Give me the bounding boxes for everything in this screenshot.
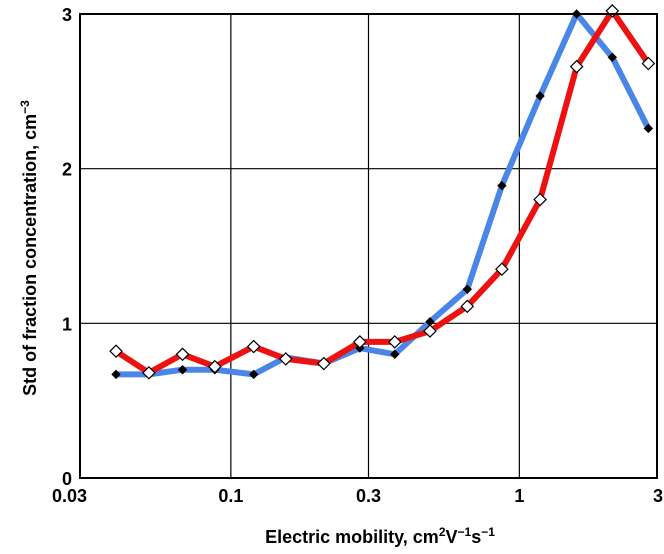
data-point-open-diamond: [246, 339, 261, 354]
data-point-open-diamond: [109, 344, 123, 359]
data-point-filled-diamond: [177, 365, 188, 375]
data-point-open-diamond: [278, 352, 293, 366]
data-point-open-diamond: [460, 299, 475, 314]
y-axis-title: Std of fraction concentration, cm−3: [18, 100, 40, 396]
data-point-open-diamond: [423, 324, 437, 338]
data-point-open-diamond: [495, 262, 509, 277]
data-point-filled-diamond: [248, 369, 259, 380]
data-point-open-diamond: [142, 365, 156, 380]
series-layer: [109, 4, 656, 380]
x-tick-label: 3: [653, 486, 663, 506]
x-tick-label: 0.03: [52, 486, 87, 506]
data-point-filled-diamond: [535, 91, 545, 101]
y-tick-label: 0: [62, 469, 72, 489]
data-point-open-diamond: [316, 356, 331, 371]
x-tick-labels: 0.03 0.1 0.3 1 3: [52, 486, 663, 506]
y-tick-labels: 0 1 2 3: [62, 5, 72, 489]
data-point-open-diamond: [387, 335, 402, 349]
y-tick-label: 2: [62, 160, 72, 180]
x-tick-label: 0.3: [356, 486, 381, 506]
data-point-open-diamond: [207, 359, 222, 374]
y-tick-label: 3: [62, 5, 72, 25]
plot-frame: [79, 13, 658, 479]
data-point-filled-diamond: [462, 284, 472, 295]
series-line-1: [113, 7, 652, 376]
data-point-open-diamond: [175, 347, 190, 362]
data-point-filled-diamond: [643, 123, 654, 134]
x-tick-label: 0.1: [218, 486, 243, 506]
x-axis-title: Electric mobility, cm2V−1s−1: [265, 525, 495, 547]
data-point-filled-diamond: [111, 369, 121, 380]
data-point-open-diamond: [533, 192, 547, 207]
data-point-open-diamond: [353, 335, 367, 349]
data-point-filled-diamond: [497, 180, 507, 191]
x-tick-label: 1: [514, 486, 524, 506]
series-line-0: [113, 11, 652, 378]
data-point-filled-diamond: [607, 52, 618, 63]
data-point-open-diamond: [641, 56, 656, 71]
data-point-open-diamond: [569, 59, 584, 74]
data-point-filled-diamond: [390, 349, 400, 359]
y-tick-label: 1: [62, 314, 72, 334]
